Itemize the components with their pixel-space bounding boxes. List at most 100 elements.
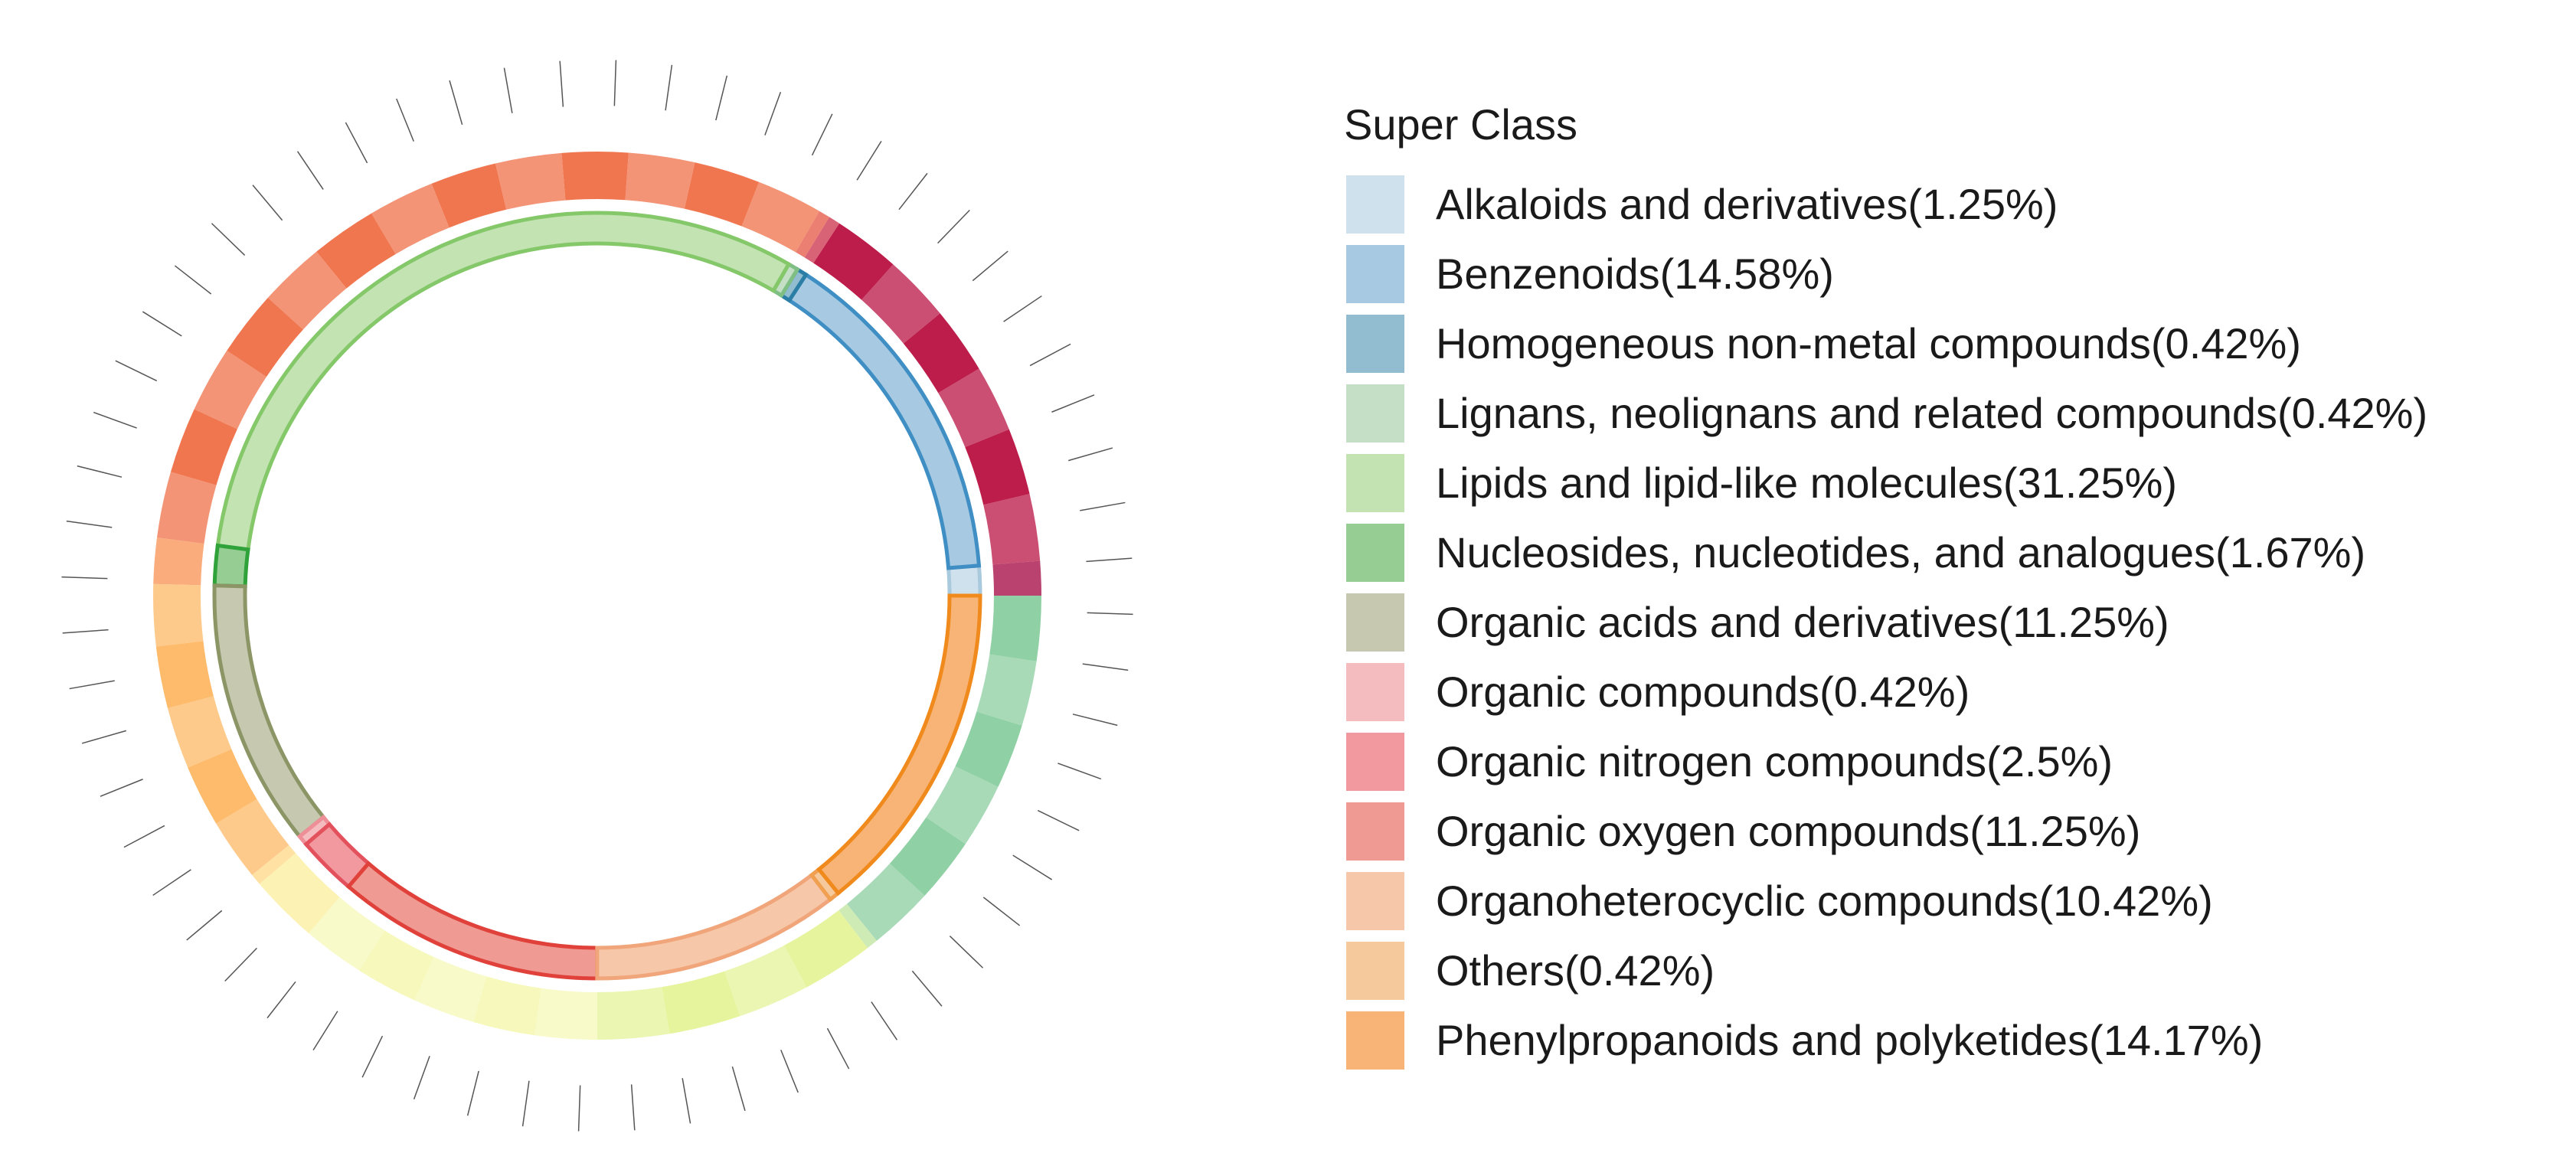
legend-swatch	[1344, 1008, 1407, 1072]
legend-item: Homogeneous non-metal compounds(0.42%)	[1344, 309, 2427, 378]
outer-segment	[194, 351, 266, 430]
outer-segment	[983, 494, 1041, 565]
outer-segment	[955, 711, 1022, 787]
outer-segment	[495, 152, 566, 210]
label-tick	[715, 75, 728, 121]
label-tick	[613, 60, 617, 106]
outer-segment	[534, 988, 597, 1040]
label-tick	[296, 151, 324, 190]
label-tick	[1086, 557, 1133, 563]
label-tick	[100, 779, 143, 797]
outer-segment	[992, 560, 1041, 596]
legend-item: Lipids and lipid-like molecules(31.25%)	[1344, 448, 2427, 518]
outer-segment	[989, 596, 1041, 661]
outer-segment	[976, 654, 1037, 726]
label-tick	[559, 60, 564, 107]
outer-segment	[965, 429, 1030, 505]
label-tick	[682, 1078, 691, 1124]
label-tick	[1051, 394, 1095, 413]
outer-segment	[597, 987, 670, 1040]
legend-swatch	[1344, 451, 1407, 514]
inner-slice	[946, 563, 982, 598]
label-tick	[224, 947, 257, 982]
label-tick	[81, 730, 126, 744]
legend-label: Benzenoids(14.58%)	[1436, 250, 1834, 298]
outer-segment	[359, 930, 434, 1001]
subclass-label-ticks	[61, 60, 1133, 1132]
legend-item: Alkaloids and derivatives(1.25%)	[1344, 169, 2427, 239]
legend-label: Organic compounds(0.42%)	[1436, 668, 1970, 716]
label-tick	[413, 1056, 430, 1100]
outer-segment	[170, 409, 237, 485]
outer-segment	[938, 368, 1009, 448]
outer-segment	[561, 152, 629, 201]
outer-segment	[784, 910, 868, 988]
outer-segment	[889, 817, 966, 896]
label-tick	[856, 140, 882, 181]
legend-swatch	[1344, 869, 1407, 933]
label-tick	[1082, 663, 1129, 671]
inner-superclass-ring	[212, 211, 982, 981]
label-tick	[361, 1035, 384, 1078]
outer-segment	[156, 472, 217, 544]
label-tick	[871, 1001, 898, 1040]
legend-label: Others(0.42%)	[1436, 946, 1715, 995]
label-tick	[911, 970, 943, 1007]
label-tick	[577, 1085, 581, 1132]
outer-segment	[473, 976, 541, 1036]
label-tick	[982, 897, 1021, 926]
label-tick	[1037, 809, 1080, 831]
label-tick	[211, 223, 246, 256]
legend-label: Lipids and lipid-like molecules(31.25%)	[1436, 459, 2178, 507]
outer-segment	[153, 583, 204, 647]
label-tick	[61, 576, 108, 580]
legend-label: Homogeneous non-metal compounds(0.42%)	[1436, 319, 2301, 367]
outer-segment	[316, 213, 396, 289]
label-tick	[811, 113, 833, 156]
label-tick	[1087, 612, 1133, 616]
label-tick	[665, 64, 673, 111]
outer-segment	[684, 162, 760, 227]
legend-label: Nucleosides, nucleotides, and analogues(…	[1436, 528, 2366, 576]
label-tick	[396, 98, 414, 142]
label-tick	[77, 465, 123, 478]
label-tick	[1080, 501, 1126, 511]
legend-item: Organic nitrogen compounds(2.5%)	[1344, 727, 2427, 796]
label-tick	[345, 122, 368, 164]
label-tick	[937, 209, 970, 244]
outer-segment	[903, 313, 979, 394]
label-tick	[62, 629, 109, 634]
label-tick	[521, 1080, 530, 1127]
label-tick	[66, 520, 113, 528]
label-tick	[186, 910, 223, 941]
outer-segment	[662, 971, 740, 1034]
label-tick	[123, 825, 165, 848]
legend-swatch	[1344, 590, 1407, 654]
inner-slice	[212, 543, 250, 589]
legend-label: Organic oxygen compounds(11.25%)	[1436, 807, 2141, 855]
outer-segment	[926, 766, 999, 844]
legend-label: Lignans, neolignans and related compound…	[1436, 389, 2428, 437]
legend-label: Organic acids and derivatives(11.25%)	[1436, 598, 2169, 646]
outer-segment	[724, 945, 807, 1017]
label-tick	[503, 67, 513, 113]
label-tick	[115, 360, 158, 382]
outer-segment	[796, 211, 830, 258]
inner-slice	[816, 593, 982, 897]
outer-segment	[846, 863, 925, 941]
label-tick	[266, 981, 296, 1019]
label-tick	[972, 250, 1008, 282]
label-tick	[449, 80, 463, 125]
label-tick	[312, 1011, 338, 1051]
outer-segment	[861, 264, 940, 344]
legend-swatch	[1344, 242, 1407, 305]
outer-segment	[252, 844, 296, 884]
label-tick	[1072, 714, 1118, 727]
legend-swatch	[1344, 730, 1407, 793]
legend-label: Phenylpropanoids and polyketides(14.17%)	[1436, 1016, 2264, 1064]
label-tick	[731, 1066, 746, 1112]
legend: Super Class Alkaloids and derivatives(1.…	[1344, 100, 2427, 1075]
outer-segment	[431, 163, 507, 228]
outer-segment	[414, 957, 487, 1022]
outer-segment	[741, 181, 819, 253]
